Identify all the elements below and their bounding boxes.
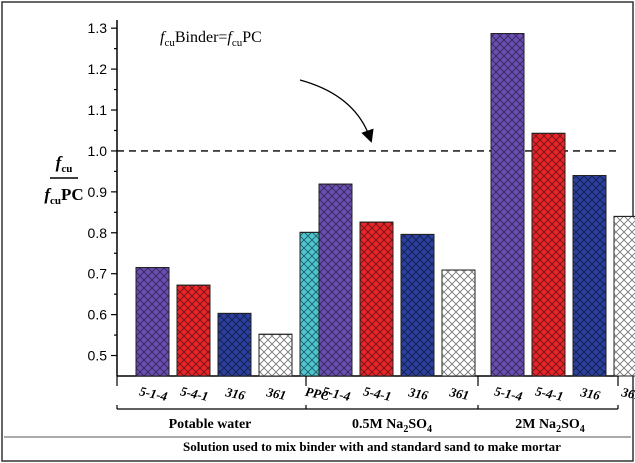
bar-hatch (572, 174, 607, 377)
y-tick-label: 0.7 (88, 266, 108, 282)
y-label-den-sub: cu (50, 195, 61, 207)
y-label-den-tail: PC (61, 185, 84, 204)
bar-category-label: 361 (264, 384, 287, 403)
bar-hatch (135, 267, 170, 377)
group-label: 0.5M Na2SO4 (352, 417, 432, 435)
group-label: Potable water (169, 417, 252, 432)
bar-hatch (441, 269, 476, 377)
bar-hatch (613, 215, 635, 377)
x-axis-label: Solution used to mix binder with and sta… (183, 439, 561, 454)
bar-category-label: 5-1-4 (493, 383, 524, 404)
y-label-den: f (44, 185, 52, 204)
bar-category-label: 361 (447, 384, 470, 403)
annotation-arrow (299, 79, 374, 143)
y-label-num: f (56, 153, 64, 172)
y-tick-label: 1.2 (88, 61, 108, 77)
group-label: 2M Na2SO4 (515, 417, 585, 435)
bar-category-label: 5-1-4 (138, 383, 169, 404)
y-tick-label: 1.3 (88, 20, 108, 36)
svg-text:fcu: fcu (56, 153, 73, 175)
bar-hatch (217, 312, 252, 377)
y-tick-label: 1.1 (88, 102, 108, 118)
bar-hatch (531, 132, 566, 377)
bar-category-label: 316 (223, 384, 247, 403)
y-tick-label: 0.9 (88, 184, 108, 200)
bar-category-label: 316 (578, 384, 602, 403)
svg-text:fcuBinder=fcuPC: fcuBinder=fcuPC (160, 29, 262, 49)
bar-hatch (359, 221, 394, 377)
bar-category-label: 5-4-1 (362, 383, 393, 404)
bar-hatch (318, 183, 353, 377)
y-axis-label: fcu fcuPC (44, 153, 83, 207)
y-tick-label: 0.6 (88, 307, 108, 323)
bar-category-label: 361 (619, 384, 635, 403)
y-tick-label: 1.0 (88, 143, 108, 159)
bar-hatch (258, 333, 293, 377)
bar-category-label: 5-4-1 (179, 383, 210, 404)
y-label-num-sub: cu (61, 163, 72, 175)
bar-hatch (490, 33, 525, 377)
reference-annotation: fcuBinder=fcuPC (160, 29, 374, 143)
bar-hatch (176, 284, 211, 377)
bar-hatch (400, 233, 435, 377)
bar-category-label: 5-4-1 (534, 383, 565, 404)
bar-category-label: 316 (406, 384, 430, 403)
bar-category-label: 5-1-4 (321, 383, 352, 404)
svg-text:fcuPC: fcuPC (44, 185, 83, 207)
y-tick-label: 0.8 (88, 225, 108, 241)
y-tick-label: 0.5 (88, 348, 108, 364)
bar-category-label: PPC (304, 384, 331, 404)
